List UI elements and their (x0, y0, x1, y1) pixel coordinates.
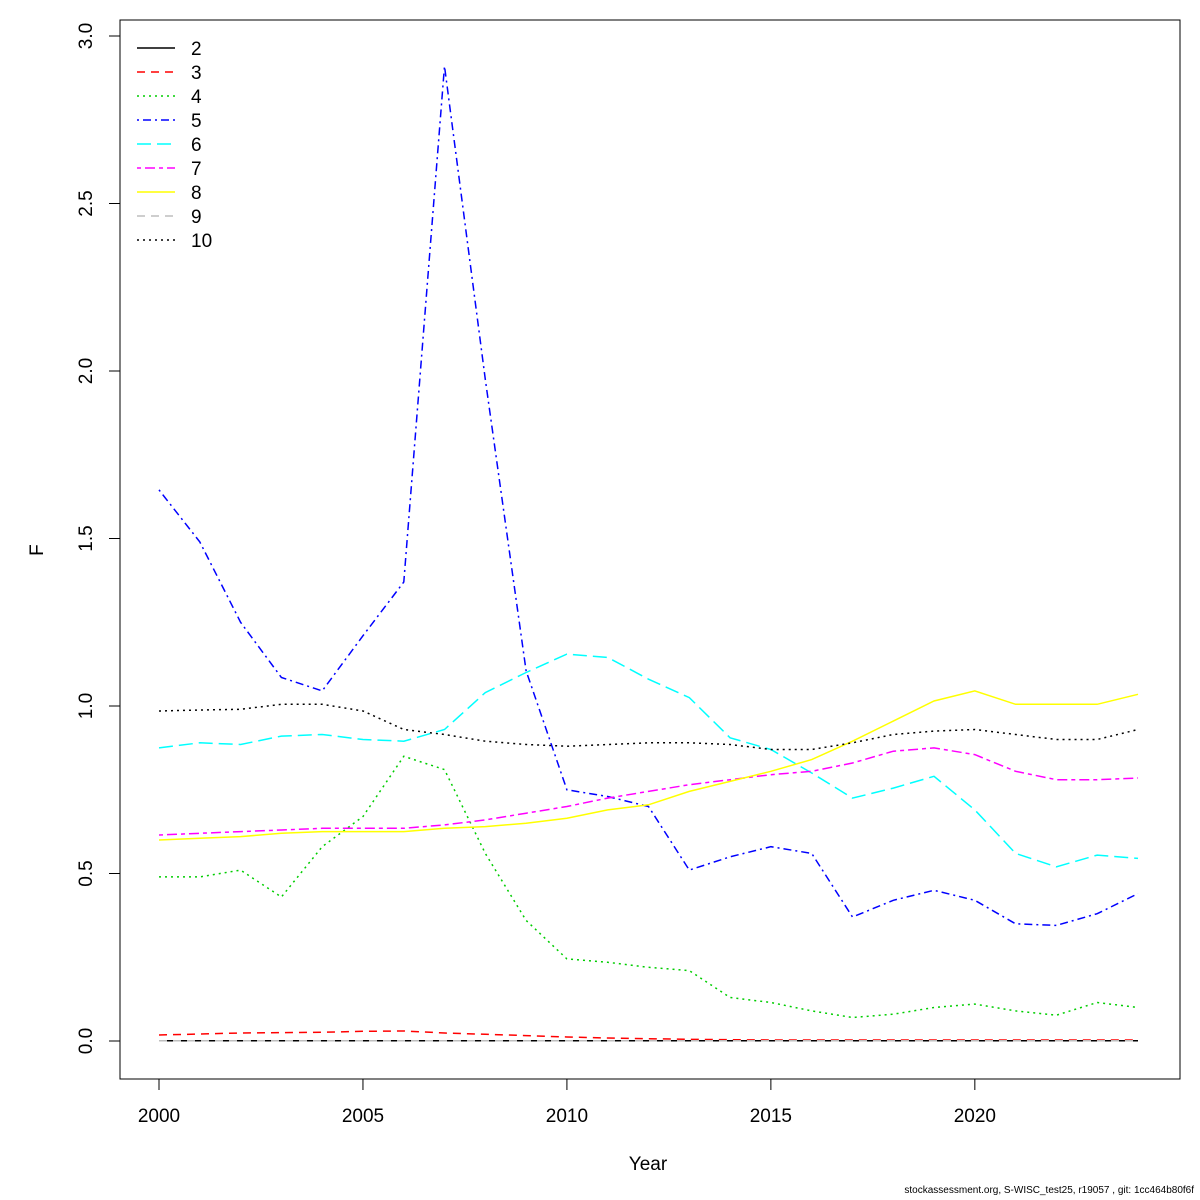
series-line-8 (158, 690, 1139, 841)
x-tick-label-2005: 2005 (342, 1106, 384, 1127)
legend-label-2: 2 (191, 39, 202, 60)
legend-label-8: 8 (191, 183, 202, 204)
legend-label-4: 4 (191, 87, 202, 108)
series-line-5 (158, 66, 1139, 927)
series-line-4 (159, 755, 1139, 1019)
legend-label-9: 9 (191, 207, 202, 228)
y-axis: 0.0 0.5 1.0 1.5 2.0 2.5 3.0 (76, 23, 121, 1054)
x-axis: 2000 2005 2010 2015 2020 (138, 1078, 996, 1127)
y-tick-label-2.0: 2.0 (76, 358, 97, 384)
legend-label-5: 5 (191, 111, 202, 132)
y-tick-label-1.5: 1.5 (76, 525, 97, 551)
y-axis-label: F (27, 544, 48, 556)
series-layer (158, 66, 1139, 1042)
y-tick-label-2.5: 2.5 (76, 190, 97, 216)
x-tick-label-2000: 2000 (138, 1106, 180, 1127)
y-tick-label-0.5: 0.5 (76, 860, 97, 886)
series-line-7 (158, 747, 1139, 836)
series-line-6 (158, 653, 1139, 868)
legend-label-10: 10 (191, 231, 212, 252)
y-tick-label-1.0: 1.0 (76, 693, 97, 719)
plot-frame (119, 19, 1181, 1080)
legend-label-3: 3 (191, 63, 202, 84)
footer-credit: stockassessment.org, S-WISC_test25, r190… (904, 1185, 1194, 1196)
x-axis-label: Year (629, 1154, 668, 1175)
y-tick-label-0.0: 0.0 (76, 1028, 97, 1054)
x-tick-label-2010: 2010 (546, 1106, 588, 1127)
series-line-10 (158, 703, 1139, 751)
x-tick-label-2020: 2020 (954, 1106, 996, 1127)
legend-label-7: 7 (191, 159, 202, 180)
x-tick-label-2015: 2015 (750, 1106, 792, 1127)
legend: 2 3 4 5 6 7 8 9 10 (137, 39, 212, 252)
y-tick-label-3.0: 3.0 (76, 23, 97, 49)
series-line-3 (158, 1030, 1138, 1041)
legend-label-6: 6 (191, 135, 202, 156)
